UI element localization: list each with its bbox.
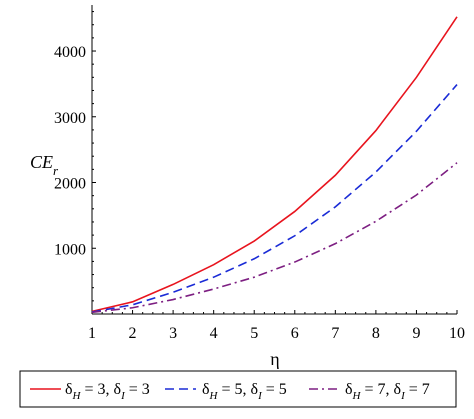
y-axis-ticks: 1000 2000 3000 4000: [54, 11, 96, 302]
axes: [91, 5, 457, 315]
y-axis-label-main: CE: [30, 152, 53, 172]
legend: δH = 3, δI = 3 δH = 5, δI = 5 δH = 7, δI =…: [19, 370, 457, 408]
legend-label-part: = 3,: [81, 381, 114, 398]
legend-label-part: δ: [65, 381, 73, 398]
series-line-3: [91, 162, 458, 314]
series-line-2: [91, 84, 458, 313]
y-axis-label: CEr: [30, 152, 59, 178]
x-tick-label: 4: [210, 325, 218, 342]
legend-label-part: δ: [251, 381, 259, 398]
x-tick-label: 6: [291, 325, 299, 342]
legend-label-2: δH = 5, δI = 5: [202, 381, 287, 402]
x-tick-label: 1: [88, 325, 96, 342]
legend-label-1: δH = 3, δI = 3: [65, 381, 150, 402]
x-tick-label: 9: [412, 325, 420, 342]
x-axis-ticks: 1 2 3 4 5 6 7 8 9 10: [88, 310, 465, 342]
legend-label-part: = 5,: [218, 381, 251, 398]
x-tick-label: 3: [169, 325, 177, 342]
legend-label-part: = 3: [125, 381, 150, 398]
legend-label-part: δ: [394, 381, 402, 398]
legend-label-part: δ: [114, 381, 122, 398]
x-tick-label: 7: [331, 325, 339, 342]
x-tick-label: 5: [250, 325, 258, 342]
y-axis-label-sub: r: [53, 163, 59, 178]
legend-label-part: δ: [202, 381, 210, 398]
y-tick-label: 2000: [54, 176, 86, 193]
x-tick-label: 8: [372, 325, 380, 342]
legend-label-part: δ: [345, 381, 353, 398]
legend-label-part: I: [120, 390, 126, 402]
series-lines: [91, 16, 458, 314]
legend-label-part: = 7,: [361, 381, 394, 398]
x-tick-label: 2: [129, 325, 137, 342]
y-tick-label: 4000: [54, 44, 86, 61]
y-tick-label: 1000: [54, 241, 86, 258]
legend-label-part: = 5: [262, 381, 287, 398]
legend-label-3: δH = 7, δI = 7: [345, 381, 430, 402]
legend-box: [19, 370, 457, 408]
x-tick-label: 10: [449, 325, 465, 342]
legend-label-part: I: [257, 390, 263, 402]
legend-label-part: I: [400, 390, 406, 402]
legend-label-part: H: [72, 390, 82, 402]
legend-label-part: = 7: [405, 381, 430, 398]
x-axis-label: η: [270, 349, 279, 369]
legend-label-part: H: [209, 390, 219, 402]
legend-label-part: H: [352, 390, 362, 402]
series-line-1: [91, 16, 458, 313]
y-tick-label: 3000: [54, 110, 86, 127]
